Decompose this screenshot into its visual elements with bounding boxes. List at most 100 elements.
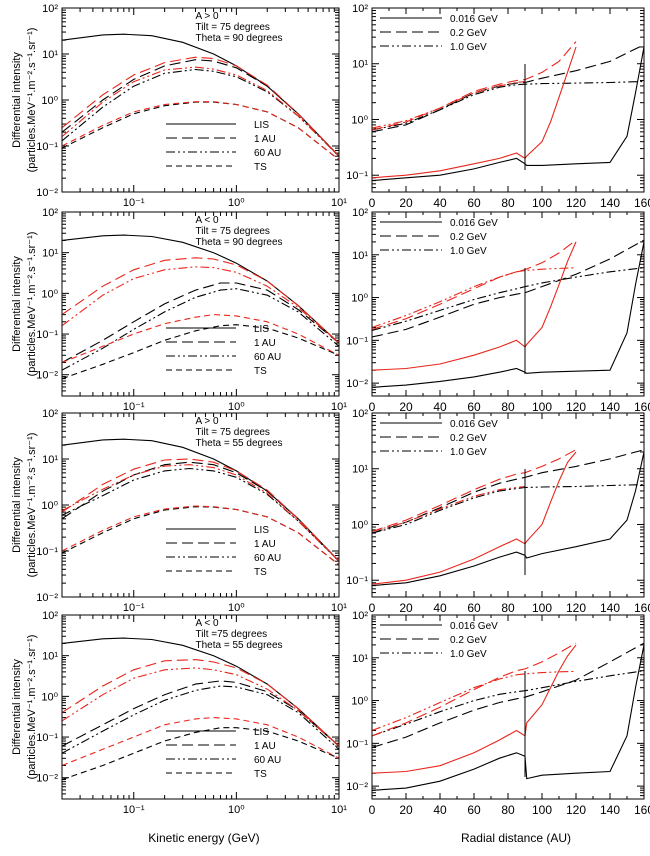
x-tick-label: 140 xyxy=(600,196,620,210)
y-tick-label: 10⁻¹ xyxy=(36,546,58,558)
x-tick-label: 10¹ xyxy=(331,197,347,209)
y-tick-label: 10² xyxy=(42,3,58,15)
axes-frame xyxy=(61,7,340,193)
x-tick-label: 60 xyxy=(467,601,481,615)
x-tick-label: 60 xyxy=(467,803,481,817)
x-tick-label: 10⁻¹ xyxy=(123,401,145,413)
axes-frame xyxy=(371,7,645,193)
series-line-black-short-dash xyxy=(62,727,339,781)
legend-label: 1.0 GeV xyxy=(450,246,487,257)
annotation-text: Theta = 90 degrees xyxy=(196,33,283,44)
legend-label: 1 AU xyxy=(254,338,276,349)
y-tick-label: 10⁻² xyxy=(36,370,58,382)
series-line-red-dash-dot-dot xyxy=(62,464,339,562)
series-group xyxy=(62,234,339,380)
y-tick-label: 10¹ xyxy=(42,651,58,663)
legend-label: 1 AU xyxy=(254,741,276,752)
legend-label: 0.016 GeV xyxy=(450,218,498,229)
y-tick-label: 10⁻² xyxy=(346,378,368,390)
x-tick-label: 10⁰ xyxy=(228,401,245,413)
axes-frame xyxy=(371,211,645,397)
x-tick-label: 100 xyxy=(532,803,552,817)
series-line-black-dash-dot-dot xyxy=(62,467,339,562)
y-tick-label: 10⁰ xyxy=(351,696,368,708)
x-tick-label: 80 xyxy=(501,803,515,817)
y-tick-label: 10¹ xyxy=(352,464,368,476)
y-tick-label: 10⁻¹ xyxy=(346,738,368,750)
panel-row3-right: 10⁻¹ 10⁰ 10¹ 10² 0 20 40 60 80 100 120 140 160 0.016 … xyxy=(346,408,650,615)
legend-label: 0.2 GeV xyxy=(450,232,487,243)
x-tick-label: 10⁻¹ xyxy=(123,602,145,614)
x-label-right: Radial distance (AU) xyxy=(461,831,571,845)
legend-label: TS xyxy=(254,366,267,377)
y-axis-label-units: (particles.MeV⁻¹.m⁻².s⁻¹.sr⁻¹) xyxy=(26,635,38,780)
y-axis-label-units: (particles.MeV⁻¹.m⁻².s⁻¹.sr⁻¹) xyxy=(26,433,38,578)
y-tick-label: 10² xyxy=(42,408,58,420)
annotation-text: A > 0 xyxy=(196,416,220,427)
series-line-black-dash-dot-dot xyxy=(62,288,339,371)
legend-label: 0.016 GeV xyxy=(450,621,498,632)
x-tick-label: 120 xyxy=(566,803,586,817)
y-tick-label: 10² xyxy=(352,207,368,219)
y-tick-label: 10¹ xyxy=(42,454,58,466)
series-line-red-solid xyxy=(372,644,577,774)
legend-label: 1 AU xyxy=(254,539,276,550)
y-tick-label: 10¹ xyxy=(352,653,368,665)
x-tick-label: 20 xyxy=(399,400,413,414)
legend-label: 60 AU xyxy=(254,553,281,564)
series-line-black-short-dash xyxy=(62,101,339,161)
x-tick-label: 40 xyxy=(433,196,447,210)
series-line-red-long-dash xyxy=(62,458,339,562)
series-line-red-short-dash xyxy=(62,505,339,566)
series-line-red-long-dash xyxy=(372,239,577,330)
series-line-red-short-dash xyxy=(62,101,339,161)
legend-label: 1 AU xyxy=(254,134,276,145)
x-tick-label: 0 xyxy=(369,803,376,817)
series-line-red-long-dash xyxy=(372,642,577,737)
x-tick-label: 0 xyxy=(369,196,376,210)
x-tick-label: 40 xyxy=(433,400,447,414)
legend-label: 0.2 GeV xyxy=(450,433,487,444)
x-tick-label: 0 xyxy=(369,400,376,414)
x-tick-label: 10⁰ xyxy=(228,197,245,209)
series-line-red-long-dash xyxy=(372,41,577,131)
legend-label: 60 AU xyxy=(254,755,281,766)
x-tick-label: 140 xyxy=(600,803,620,817)
annotation-text: A < 0 xyxy=(196,215,220,226)
x-tick-label: 10¹ xyxy=(331,401,347,413)
series-line-black-dash-dot-dot xyxy=(62,685,339,754)
x-tick-label: 140 xyxy=(600,601,620,615)
series-line-black-long-dash xyxy=(372,239,644,338)
annotation-text: Theta = 90 degrees xyxy=(196,237,283,248)
x-tick-label: 20 xyxy=(399,601,413,615)
x-tick-label: 10¹ xyxy=(331,804,347,816)
y-axis-label-units: (particles.MeV⁻¹.m⁻².s⁻¹.sr⁻¹) xyxy=(26,28,38,173)
series-line-red-dash-dot-dot xyxy=(62,66,339,157)
series-line-red-dash-dot-dot xyxy=(372,485,526,532)
legend-label: LIS xyxy=(254,324,269,335)
axes-frame xyxy=(371,614,645,800)
y-tick-label: 10⁻¹ xyxy=(36,329,58,341)
panel-row2-right: 10⁻² 10⁻¹ 10⁰ 10¹ 10² 0 20 40 60 80 100 120 140 160 0.… xyxy=(346,207,650,414)
y-tick-label: 10⁻¹ xyxy=(346,170,368,182)
x-tick-label: 40 xyxy=(433,601,447,615)
y-tick-label: 10² xyxy=(352,408,368,420)
x-tick-label: 60 xyxy=(467,400,481,414)
x-tick-label: 160 xyxy=(634,803,650,817)
series-line-black-dash-dot-dot xyxy=(372,267,644,332)
series-line-black-dash-dot-dot xyxy=(372,484,644,534)
series-line-red-dash-dot-dot xyxy=(62,266,339,344)
legend-label: TS xyxy=(254,769,267,780)
y-tick-label: 10⁻² xyxy=(346,781,368,793)
series-group xyxy=(372,239,644,388)
series-line-black-long-dash xyxy=(372,642,644,749)
series-line-black-long-dash xyxy=(62,59,339,157)
series-line-black-dash-dot-dot xyxy=(372,670,644,737)
series-group xyxy=(62,438,339,566)
series-group xyxy=(372,449,644,587)
y-tick-label: 10⁰ xyxy=(41,95,58,107)
legend-label: LIS xyxy=(254,727,269,738)
